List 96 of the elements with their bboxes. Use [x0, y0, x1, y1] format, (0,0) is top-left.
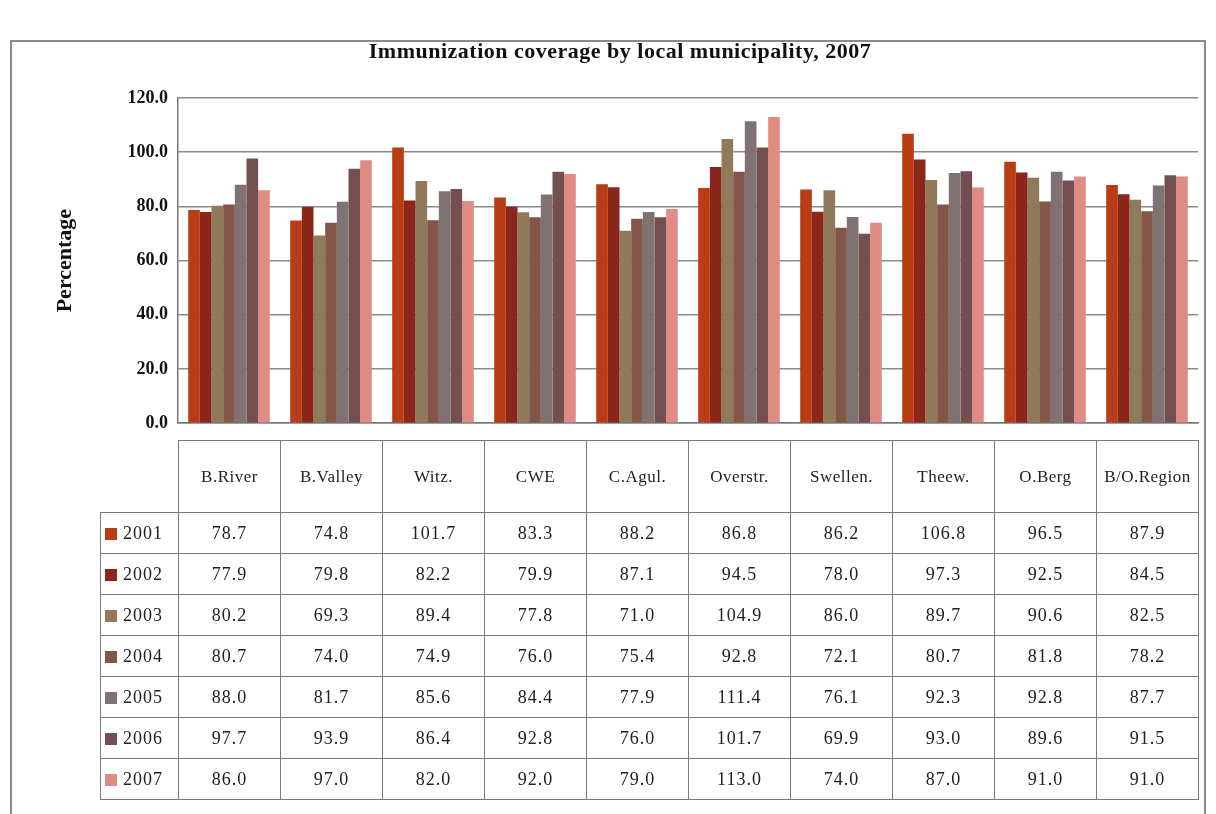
y-axis-title: Percentage: [50, 208, 76, 313]
data-label: 101.7: [382, 512, 485, 554]
data-label: 80.7: [892, 635, 995, 677]
data-label: 92.8: [688, 635, 791, 677]
x-tick-label: Overstr.: [688, 440, 791, 513]
data-label: 72.1: [790, 635, 893, 677]
legend-label: 2004: [123, 646, 163, 667]
data-label: 89.4: [382, 594, 485, 636]
data-label: 82.5: [1096, 594, 1199, 636]
data-label: 74.9: [382, 635, 485, 677]
legend-label: 2007: [123, 769, 163, 790]
data-label: 86.0: [178, 758, 281, 800]
data-label: 75.4: [586, 635, 689, 677]
legend-label: 2003: [123, 605, 163, 626]
data-label: 74.8: [280, 512, 383, 554]
y-tick-label: 60.0: [136, 249, 168, 270]
data-label: 92.3: [892, 676, 995, 718]
y-tick-label: 100.0: [127, 140, 168, 161]
data-label: 69.3: [280, 594, 383, 636]
data-label: 76.0: [586, 717, 689, 759]
data-label: 86.8: [688, 512, 791, 554]
data-label: 80.2: [178, 594, 281, 636]
data-label: 86.4: [382, 717, 485, 759]
data-label: 91.0: [1096, 758, 1199, 800]
data-label: 74.0: [280, 635, 383, 677]
x-tick-label: B.River: [178, 440, 281, 513]
data-label: 77.9: [178, 553, 281, 595]
data-label: 86.0: [790, 594, 893, 636]
data-label: 77.9: [586, 676, 689, 718]
data-label: 87.7: [1096, 676, 1199, 718]
data-label: 106.8: [892, 512, 995, 554]
data-label: 101.7: [688, 717, 791, 759]
data-label: 79.8: [280, 553, 383, 595]
data-label: 79.9: [484, 553, 587, 595]
x-tick-label: Theew.: [892, 440, 995, 513]
y-tick-label: 40.0: [136, 303, 168, 324]
data-label: 97.0: [280, 758, 383, 800]
data-label: 97.3: [892, 553, 995, 595]
data-label: 93.9: [280, 717, 383, 759]
data-label: 92.8: [484, 717, 587, 759]
legend-label: 2006: [123, 728, 163, 749]
data-label: 88.0: [178, 676, 281, 718]
data-label: 91.5: [1096, 717, 1199, 759]
y-tick-label: 0.0: [145, 411, 168, 432]
data-label: 97.7: [178, 717, 281, 759]
data-label: 92.8: [994, 676, 1097, 718]
data-label: 96.5: [994, 512, 1097, 554]
data-label: 79.0: [586, 758, 689, 800]
data-label: 77.8: [484, 594, 587, 636]
data-label: 84.5: [1096, 553, 1199, 595]
data-label: 89.7: [892, 594, 995, 636]
data-label: 88.2: [586, 512, 689, 554]
y-tick-label: 80.0: [136, 195, 168, 216]
data-label: 91.0: [994, 758, 1097, 800]
data-label: 74.0: [790, 758, 893, 800]
data-label: 111.4: [688, 676, 791, 718]
y-tick-label: 120.0: [127, 86, 168, 107]
x-tick-label: Witz.: [382, 440, 485, 513]
x-tick-label: C.Agul.: [586, 440, 689, 513]
data-label: 89.6: [994, 717, 1097, 759]
data-label: 76.1: [790, 676, 893, 718]
chart-title: Immunization coverage by local municipality, 2007: [367, 38, 873, 64]
x-tick-label: B/O.Region: [1096, 440, 1199, 513]
data-label: 94.5: [688, 553, 791, 595]
data-label: 92.0: [484, 758, 587, 800]
y-tick-label: 20.0: [136, 357, 168, 378]
data-label: 92.5: [994, 553, 1097, 595]
data-label: 78.7: [178, 512, 281, 554]
data-label: 69.9: [790, 717, 893, 759]
data-label: 83.3: [484, 512, 587, 554]
data-label: 87.9: [1096, 512, 1199, 554]
legend-label: 2005: [123, 687, 163, 708]
data-label: 86.2: [790, 512, 893, 554]
legend-label: 2002: [123, 564, 163, 585]
data-label: 87.0: [892, 758, 995, 800]
x-tick-label: Swellen.: [790, 440, 893, 513]
data-label: 104.9: [688, 594, 791, 636]
data-label: 76.0: [484, 635, 587, 677]
data-label: 78.2: [1096, 635, 1199, 677]
data-label: 93.0: [892, 717, 995, 759]
x-tick-label: O.Berg: [994, 440, 1097, 513]
data-label: 78.0: [790, 553, 893, 595]
data-label: 81.7: [280, 676, 383, 718]
data-label: 90.6: [994, 594, 1097, 636]
x-tick-label: CWE: [484, 440, 587, 513]
x-tick-label: B.Valley: [280, 440, 383, 513]
data-label: 82.0: [382, 758, 485, 800]
data-label: 81.8: [994, 635, 1097, 677]
data-label: 82.2: [382, 553, 485, 595]
data-label: 80.7: [178, 635, 281, 677]
legend-label: 2001: [123, 523, 163, 544]
data-label: 84.4: [484, 676, 587, 718]
data-label: 71.0: [586, 594, 689, 636]
data-label: 87.1: [586, 553, 689, 595]
data-label: 85.6: [382, 676, 485, 718]
data-label: 113.0: [688, 758, 791, 800]
